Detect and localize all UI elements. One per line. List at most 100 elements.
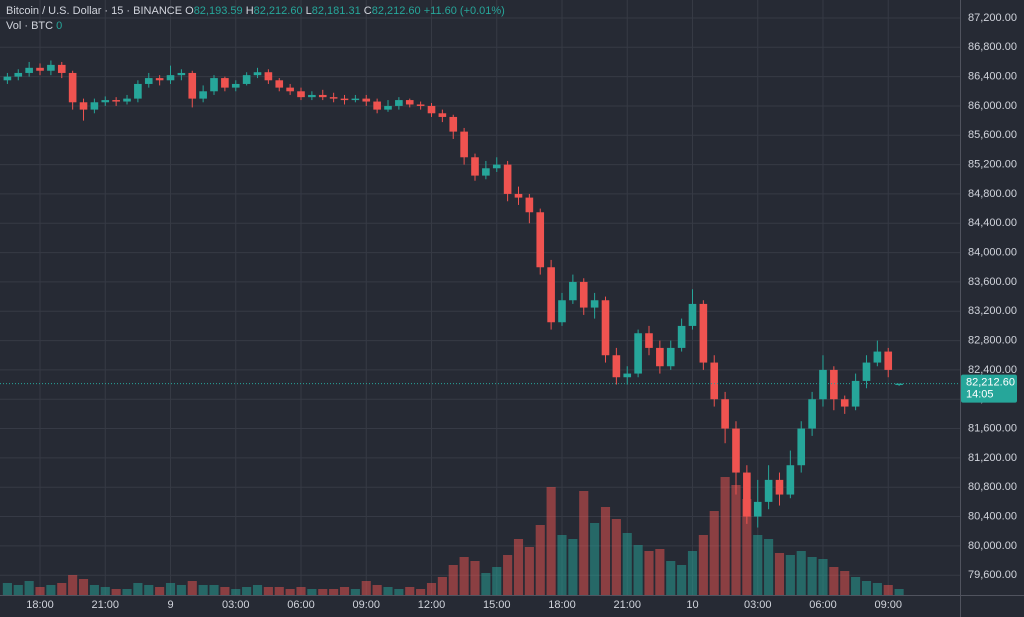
volume-bar bbox=[742, 499, 752, 595]
volume-bar bbox=[840, 571, 850, 595]
candle-body bbox=[862, 362, 871, 381]
candle-body bbox=[514, 193, 523, 198]
y-tick-label: 84,400.00 bbox=[968, 217, 1017, 229]
candle-body bbox=[677, 325, 686, 348]
volume-bar bbox=[35, 587, 45, 595]
volume-bar bbox=[394, 589, 404, 595]
candle-body bbox=[482, 168, 490, 176]
candle-body bbox=[634, 333, 642, 374]
candle-body bbox=[253, 72, 262, 76]
y-tick-label: 84,800.00 bbox=[968, 188, 1017, 200]
grid bbox=[0, 0, 960, 595]
candle-body bbox=[547, 267, 555, 323]
volume-bar bbox=[894, 589, 904, 595]
candle-body bbox=[558, 300, 566, 323]
volume-bar bbox=[829, 567, 839, 595]
volume-bar bbox=[220, 587, 230, 595]
candle-body bbox=[25, 67, 33, 73]
candle-body bbox=[123, 98, 131, 102]
symbol: Bitcoin / U.S. Dollar · 15 · BINANCE bbox=[6, 5, 183, 17]
volume-bar bbox=[655, 549, 665, 595]
volume-bar bbox=[590, 523, 600, 595]
volume-bar bbox=[68, 575, 78, 595]
candle-body bbox=[819, 369, 827, 400]
candle-body bbox=[166, 75, 175, 81]
volume-bar bbox=[405, 587, 415, 595]
volume-bar bbox=[698, 535, 708, 595]
candle-body bbox=[492, 164, 501, 169]
volume-bar bbox=[111, 589, 121, 595]
volume-bar bbox=[709, 511, 719, 595]
candle-body bbox=[732, 428, 740, 473]
countdown: 14:05 bbox=[966, 389, 994, 401]
volume-bar bbox=[503, 555, 513, 595]
y-tick-label: 80,400.00 bbox=[968, 510, 1017, 522]
y-tick-label: 82,400.00 bbox=[968, 364, 1017, 376]
y-tick-label: 87,200.00 bbox=[968, 12, 1017, 24]
candle-body bbox=[14, 72, 23, 77]
x-tick-label: 10 bbox=[686, 599, 698, 611]
volume-bar bbox=[46, 585, 56, 595]
x-tick-label: 03:00 bbox=[222, 599, 250, 611]
candle-body bbox=[579, 281, 588, 308]
volume-bar bbox=[731, 485, 741, 595]
volume-bar bbox=[644, 551, 654, 595]
volume-bar bbox=[546, 487, 556, 595]
candle-body bbox=[427, 105, 436, 114]
y-tick-label: 86,800.00 bbox=[968, 41, 1017, 53]
candle-body bbox=[351, 98, 360, 101]
volume-bar bbox=[2, 583, 12, 595]
volume-bar bbox=[851, 577, 861, 595]
candle-body bbox=[590, 300, 599, 308]
candle-body bbox=[297, 91, 305, 98]
volume-bar bbox=[350, 589, 360, 595]
y-tick-label: 80,000.00 bbox=[968, 540, 1017, 552]
candle-body bbox=[601, 300, 610, 356]
o-key: O bbox=[185, 5, 194, 17]
h-value: 82,212.60 bbox=[253, 5, 303, 17]
candle-body bbox=[645, 333, 653, 348]
volume-bar bbox=[513, 539, 524, 595]
candle-body bbox=[264, 72, 273, 81]
candle-body bbox=[134, 83, 142, 99]
candle-body bbox=[416, 104, 425, 106]
change: +11.60 (+0.01%) bbox=[423, 5, 505, 17]
candle-body bbox=[286, 87, 294, 92]
volume-bar bbox=[818, 559, 828, 595]
volume-bar bbox=[209, 585, 219, 595]
volume-bar bbox=[329, 589, 339, 595]
candle-body bbox=[373, 101, 381, 110]
candle-body bbox=[242, 75, 251, 84]
candle-body bbox=[384, 105, 392, 110]
volume-bar bbox=[89, 585, 99, 595]
volume-bar bbox=[611, 519, 621, 595]
candle-body bbox=[188, 72, 197, 99]
c-value: 82,212.60 bbox=[371, 5, 421, 17]
candle-body bbox=[405, 100, 414, 105]
volume-bar bbox=[796, 551, 806, 595]
volume-bar bbox=[470, 561, 480, 595]
candle-body bbox=[536, 212, 545, 268]
candle-body bbox=[395, 100, 403, 106]
volume-bar bbox=[437, 577, 447, 595]
candle-body bbox=[210, 78, 218, 92]
y-tick-label: 83,200.00 bbox=[968, 305, 1017, 317]
volume-bar bbox=[13, 585, 23, 595]
candle-body bbox=[101, 100, 110, 103]
volume-bar bbox=[133, 583, 143, 595]
volume-bar bbox=[144, 585, 154, 595]
vol-key: Vol · BTC bbox=[6, 20, 54, 32]
candle-body bbox=[808, 399, 816, 429]
volume-bar bbox=[198, 585, 208, 595]
legend: Bitcoin / U.S. Dollar · 15 · BINANCE O 82… bbox=[6, 4, 505, 34]
y-tick-label: 84,000.00 bbox=[968, 246, 1017, 258]
x-tick-label: 9 bbox=[167, 599, 173, 611]
volume-bars bbox=[2, 477, 904, 595]
volume-bar bbox=[807, 557, 817, 595]
volume-bar bbox=[600, 507, 611, 595]
y-tick-label: 81,200.00 bbox=[968, 452, 1017, 464]
candle-body bbox=[840, 399, 849, 407]
candle-body bbox=[438, 113, 447, 117]
